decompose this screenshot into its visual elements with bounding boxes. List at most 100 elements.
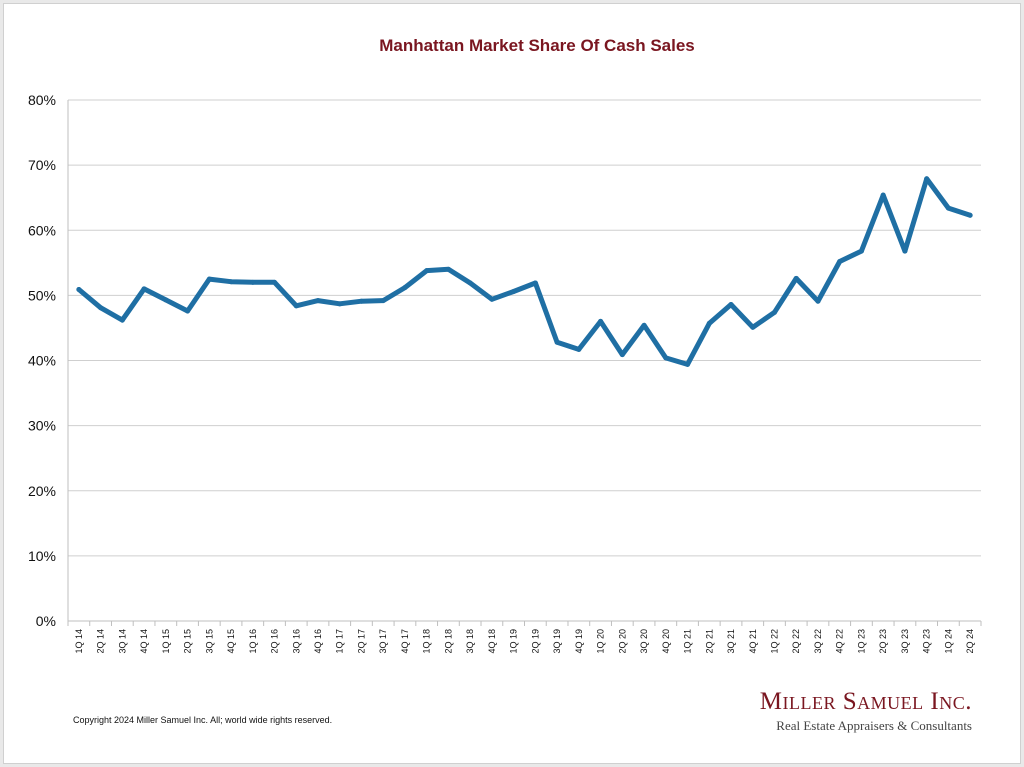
x-tick-label: 2Q 19 bbox=[530, 629, 540, 654]
x-tick-label: 2Q 14 bbox=[96, 629, 106, 654]
y-tick-label: 80% bbox=[28, 92, 56, 108]
x-tick-label: 2Q 18 bbox=[443, 629, 453, 654]
y-tick-label: 60% bbox=[28, 222, 56, 238]
x-tick-label: 2Q 15 bbox=[183, 629, 193, 654]
data-point bbox=[576, 346, 582, 352]
x-tick-label: 3Q 22 bbox=[813, 629, 823, 654]
x-tick-label: 3Q 15 bbox=[204, 629, 214, 654]
data-point bbox=[858, 248, 864, 254]
x-tick-label: 2Q 23 bbox=[878, 629, 888, 654]
x-tick-label: 1Q 20 bbox=[596, 629, 606, 654]
x-tick-label: 4Q 23 bbox=[922, 629, 932, 654]
y-tick-label: 70% bbox=[28, 157, 56, 173]
data-point bbox=[337, 301, 343, 307]
brand-tagline: Real Estate Appraisers & Consultants bbox=[776, 718, 972, 733]
data-point bbox=[793, 275, 799, 281]
x-tick-label: 1Q 19 bbox=[509, 629, 519, 654]
data-point bbox=[467, 280, 473, 286]
x-tick-label: 2Q 22 bbox=[791, 629, 801, 654]
data-point bbox=[250, 279, 256, 285]
data-point bbox=[641, 322, 647, 328]
x-tick-label: 3Q 16 bbox=[291, 629, 301, 654]
copyright-notice: Copyright 2024 Miller Samuel Inc. All; w… bbox=[73, 715, 333, 725]
x-tick-label: 2Q 16 bbox=[270, 629, 280, 654]
x-tick-label: 3Q 23 bbox=[900, 629, 910, 654]
data-point bbox=[402, 285, 408, 291]
data-point bbox=[967, 212, 973, 218]
data-point bbox=[750, 324, 756, 330]
x-tick-label: 4Q 16 bbox=[313, 629, 323, 654]
data-point bbox=[489, 296, 495, 302]
x-tick-label: 4Q 18 bbox=[487, 629, 497, 654]
y-tick-label: 40% bbox=[28, 353, 56, 369]
data-point bbox=[598, 318, 604, 324]
x-tick-label: 4Q 20 bbox=[661, 629, 671, 654]
data-point bbox=[771, 309, 777, 315]
x-tick-label: 1Q 21 bbox=[683, 629, 693, 654]
data-point bbox=[424, 268, 430, 274]
data-point bbox=[228, 279, 234, 285]
x-tick-label: 2Q 17 bbox=[356, 629, 366, 654]
x-tick-label: 1Q 18 bbox=[422, 629, 432, 654]
data-point bbox=[815, 298, 821, 304]
data-point bbox=[206, 276, 212, 282]
brand-name: Miller Samuel Inc. bbox=[759, 688, 972, 715]
x-tick-label: 4Q 15 bbox=[226, 629, 236, 654]
brand-block: Miller Samuel Inc. Real Estate Appraiser… bbox=[760, 688, 972, 734]
data-point bbox=[902, 248, 908, 254]
x-tick-label: 4Q 21 bbox=[748, 629, 758, 654]
x-tick-label: 2Q 21 bbox=[704, 629, 714, 654]
x-tick-label: 1Q 14 bbox=[74, 629, 84, 654]
data-point bbox=[98, 305, 104, 311]
x-tick-label: 1Q 17 bbox=[335, 629, 345, 654]
x-tick-label: 1Q 15 bbox=[161, 629, 171, 654]
x-tick-label: 1Q 24 bbox=[943, 629, 953, 654]
data-point bbox=[76, 287, 82, 293]
data-point bbox=[532, 280, 538, 286]
y-tick-label: 20% bbox=[28, 483, 56, 499]
x-tick-label: 3Q 21 bbox=[726, 629, 736, 654]
data-point bbox=[358, 298, 364, 304]
x-tick-label: 1Q 23 bbox=[856, 629, 866, 654]
data-point bbox=[685, 361, 691, 367]
chart-frame bbox=[3, 3, 1021, 764]
x-tick-label: 1Q 16 bbox=[248, 629, 258, 654]
x-tick-label: 2Q 24 bbox=[965, 629, 975, 654]
x-tick-label: 4Q 17 bbox=[400, 629, 410, 654]
data-point bbox=[924, 176, 930, 182]
chart-title: Manhattan Market Share Of Cash Sales bbox=[379, 36, 695, 55]
data-point bbox=[706, 320, 712, 326]
data-point bbox=[293, 303, 299, 309]
data-point bbox=[663, 355, 669, 361]
x-tick-label: 4Q 22 bbox=[835, 629, 845, 654]
x-tick-label: 4Q 19 bbox=[574, 629, 584, 654]
data-point bbox=[554, 339, 560, 345]
x-tick-label: 3Q 14 bbox=[117, 629, 127, 654]
y-tick-label: 50% bbox=[28, 287, 56, 303]
x-tick-label: 3Q 17 bbox=[378, 629, 388, 654]
y-tick-label: 0% bbox=[36, 613, 56, 629]
y-tick-label: 10% bbox=[28, 548, 56, 564]
data-point bbox=[315, 298, 321, 304]
data-point bbox=[619, 352, 625, 358]
data-point bbox=[272, 279, 278, 285]
data-point bbox=[945, 205, 951, 211]
data-point bbox=[880, 192, 886, 198]
data-point bbox=[380, 298, 386, 304]
series-line bbox=[76, 176, 973, 367]
y-tick-label: 30% bbox=[28, 418, 56, 434]
x-tick-label: 3Q 19 bbox=[552, 629, 562, 654]
data-point bbox=[119, 317, 125, 323]
data-point bbox=[728, 301, 734, 307]
data-point bbox=[185, 308, 191, 314]
data-point bbox=[163, 297, 169, 303]
x-tick-label: 3Q 20 bbox=[639, 629, 649, 654]
data-point bbox=[511, 288, 517, 294]
x-tick-label: 2Q 20 bbox=[617, 629, 627, 654]
data-point bbox=[445, 266, 451, 272]
x-tick-label: 3Q 18 bbox=[465, 629, 475, 654]
x-tick-label: 1Q 22 bbox=[769, 629, 779, 654]
data-point bbox=[141, 286, 147, 292]
x-tick-label: 4Q 14 bbox=[139, 629, 149, 654]
